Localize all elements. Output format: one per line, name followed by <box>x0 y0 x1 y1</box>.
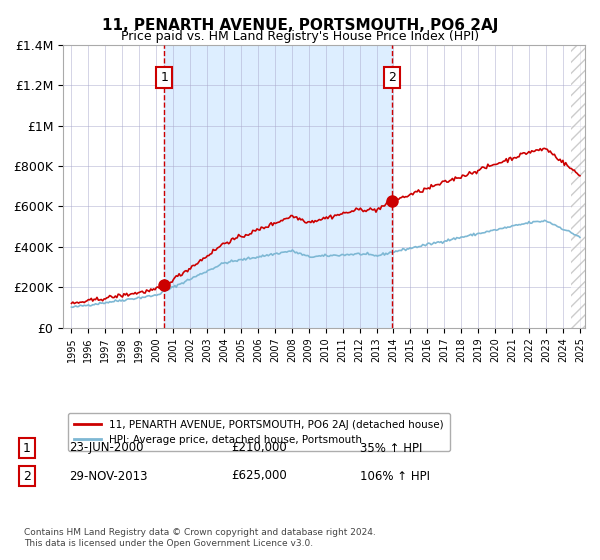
Text: Price paid vs. HM Land Registry's House Price Index (HPI): Price paid vs. HM Land Registry's House … <box>121 30 479 43</box>
Text: 35% ↑ HPI: 35% ↑ HPI <box>360 441 422 455</box>
Text: £210,000: £210,000 <box>231 441 287 455</box>
Text: 2: 2 <box>23 469 31 483</box>
Text: 2: 2 <box>388 71 396 84</box>
Text: 23-JUN-2000: 23-JUN-2000 <box>69 441 143 455</box>
Bar <box>164 45 392 328</box>
Text: 1: 1 <box>160 71 168 84</box>
Text: 29-NOV-2013: 29-NOV-2013 <box>69 469 148 483</box>
Text: 106% ↑ HPI: 106% ↑ HPI <box>360 469 430 483</box>
Bar <box>571 45 597 328</box>
Text: 1: 1 <box>23 441 31 455</box>
Text: £625,000: £625,000 <box>231 469 287 483</box>
Legend: 11, PENARTH AVENUE, PORTSMOUTH, PO6 2AJ (detached house), HPI: Average price, de: 11, PENARTH AVENUE, PORTSMOUTH, PO6 2AJ … <box>68 413 450 451</box>
Text: Contains HM Land Registry data © Crown copyright and database right 2024.
This d: Contains HM Land Registry data © Crown c… <box>24 528 376 548</box>
Text: 11, PENARTH AVENUE, PORTSMOUTH, PO6 2AJ: 11, PENARTH AVENUE, PORTSMOUTH, PO6 2AJ <box>102 18 498 33</box>
